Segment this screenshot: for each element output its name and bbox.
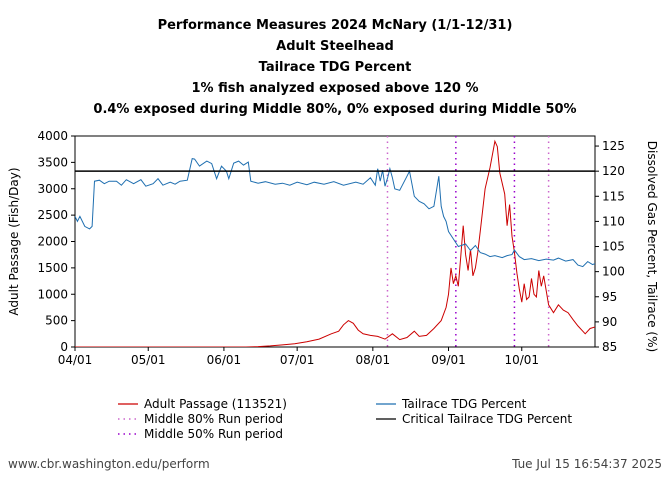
y-left-tick-label: 2500 [37,208,68,222]
y-left-tick-label: 3000 [37,182,68,196]
chart-title-line: Tailrace TDG Percent [259,60,412,75]
x-tick-label: 08/01 [356,353,391,367]
footer-timestamp: Tue Jul 15 16:54:37 2025 [512,457,662,471]
tailrace-tdg-series-line [75,158,595,268]
legend-label: Tailrace TDG Percent [401,397,527,411]
x-tick-label: 06/01 [207,353,242,367]
x-tick-label: 04/01 [58,353,93,367]
y-left-tick-label: 3500 [37,155,68,169]
chart-titles: Performance Measures 2024 McNary (1/1-12… [93,18,576,117]
x-tick-label: 10/01 [504,353,539,367]
y-right-tick-label: 120 [602,164,625,178]
y-left-axis-title: Adult Passage (Fish/Day) [7,167,21,315]
chart-legend: Adult Passage (113521)Middle 80% Run per… [118,397,572,441]
chart-title-line: Performance Measures 2024 McNary (1/1-12… [158,18,513,33]
y-right-tick-label: 85 [602,340,617,354]
y-right-tick-label: 90 [602,315,617,329]
chart-title-line: 1% fish analyzed exposed above 120 % [191,81,478,96]
legend-label: Critical Tailrace TDG Percent [402,412,572,426]
legend-label: Adult Passage (113521) [144,397,287,411]
y-right-tick-label: 115 [602,189,625,203]
legend-label: Middle 80% Run period [144,412,283,426]
y-right-tick-label: 95 [602,290,617,304]
x-tick-label: 07/01 [280,353,315,367]
y-left-tick-label: 500 [45,314,68,328]
y-right-tick-label: 100 [602,265,625,279]
y-right-axis-title: Dissolved Gas Percent, Tailrace (%) [645,141,659,352]
chart-title-line: 0.4% exposed during Middle 80%, 0% expos… [93,102,576,117]
y-right-tick-label: 105 [602,240,625,254]
y-left-tick-label: 1500 [37,261,68,275]
y-left-tick-label: 2000 [37,235,68,249]
y-left-tick-label: 1000 [37,287,68,301]
y-right-tick-label: 110 [602,214,625,228]
plot-frame [74,135,596,348]
x-tick-label: 05/01 [131,353,166,367]
y-left-tick-label: 4000 [37,129,68,143]
legend-label: Middle 50% Run period [144,427,283,441]
chart-title-line: Adult Steelhead [276,39,394,54]
y-left-tick-label: 0 [60,340,68,354]
plot-area: 0 500 1000 1500 2000 2500 3000 3500 4000 85 90 95 10… [7,129,659,367]
x-tick-label: 09/01 [431,353,466,367]
adult-passage-series-line [75,139,595,347]
footer-source-link[interactable]: www.cbr.washington.edu/perform [8,457,210,471]
y-right-tick-label: 125 [602,139,625,153]
